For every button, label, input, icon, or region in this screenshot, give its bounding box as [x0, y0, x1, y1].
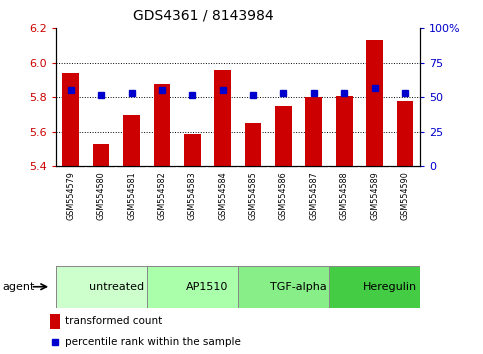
- Text: GSM554589: GSM554589: [370, 171, 379, 220]
- Bar: [93, 144, 110, 166]
- Text: GDS4361 / 8143984: GDS4361 / 8143984: [132, 9, 273, 23]
- Text: GSM554585: GSM554585: [249, 171, 257, 220]
- Bar: [238, 266, 329, 308]
- Bar: [56, 266, 147, 308]
- Bar: [123, 115, 140, 166]
- Text: GSM554581: GSM554581: [127, 171, 136, 220]
- Text: GSM554580: GSM554580: [97, 171, 106, 220]
- Bar: [154, 84, 170, 166]
- Bar: [366, 40, 383, 166]
- Bar: [245, 123, 261, 166]
- Text: GSM554587: GSM554587: [309, 171, 318, 220]
- Text: GSM554586: GSM554586: [279, 171, 288, 220]
- Text: agent: agent: [2, 282, 35, 292]
- Text: GSM554579: GSM554579: [66, 171, 75, 220]
- Text: AP1510: AP1510: [186, 282, 228, 292]
- Text: GSM554582: GSM554582: [157, 171, 167, 220]
- Text: untreated: untreated: [89, 282, 144, 292]
- Bar: [329, 266, 420, 308]
- Text: GSM554590: GSM554590: [400, 171, 410, 220]
- Text: GSM554588: GSM554588: [340, 171, 349, 220]
- Text: Heregulin: Heregulin: [363, 282, 417, 292]
- Text: TGF-alpha: TGF-alpha: [270, 282, 327, 292]
- Bar: [62, 73, 79, 166]
- Bar: [50, 314, 60, 329]
- Bar: [214, 70, 231, 166]
- Text: percentile rank within the sample: percentile rank within the sample: [65, 337, 241, 347]
- Bar: [336, 96, 353, 166]
- Text: GSM554583: GSM554583: [188, 171, 197, 220]
- Bar: [275, 106, 292, 166]
- Text: transformed count: transformed count: [65, 316, 162, 326]
- Text: GSM554584: GSM554584: [218, 171, 227, 220]
- Bar: [184, 133, 200, 166]
- Bar: [305, 97, 322, 166]
- Bar: [147, 266, 238, 308]
- Bar: [397, 101, 413, 166]
